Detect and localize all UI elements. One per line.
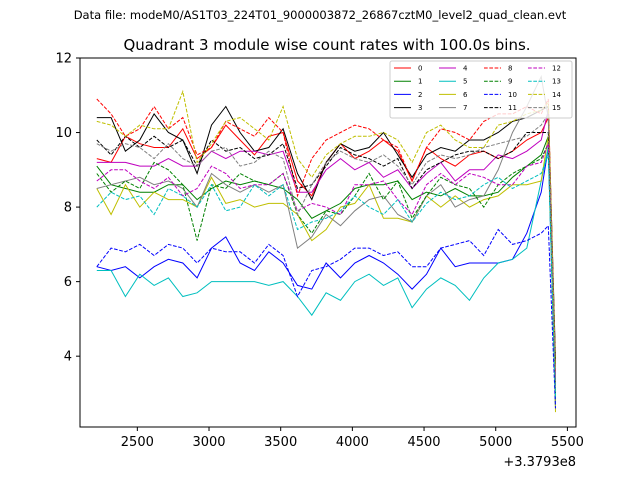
series-line-13	[96, 154, 556, 398]
series-line-6	[96, 136, 556, 413]
series-line-14	[96, 89, 556, 368]
legend-label-14: 14	[552, 91, 561, 99]
series-line-12	[96, 143, 556, 390]
x-tick-label: 2500	[121, 435, 154, 450]
legend-label-13: 13	[552, 78, 561, 86]
legend-label-8: 8	[508, 65, 512, 73]
legend-label-2: 2	[418, 91, 422, 99]
series-line-5	[96, 147, 556, 409]
x-tick-label: 5000	[479, 435, 512, 450]
x-tick-label: 5500	[551, 435, 584, 450]
legend-label-1: 1	[418, 78, 422, 86]
series-line-15	[96, 112, 556, 379]
legend-label-5: 5	[463, 78, 467, 86]
legend-label-3: 3	[418, 104, 422, 112]
legend-label-7: 7	[463, 104, 467, 112]
axes-frame	[79, 57, 577, 428]
series-line-4	[96, 110, 556, 379]
legend-label-9: 9	[508, 78, 512, 86]
legend-label-11: 11	[508, 104, 517, 112]
series-line-9	[96, 143, 556, 394]
x-tick-label: 4500	[407, 435, 440, 450]
legend-label-6: 6	[463, 91, 468, 99]
series-line-8	[96, 98, 556, 372]
legend-box	[389, 60, 573, 119]
series-line-10	[96, 224, 556, 409]
chart-title: Quadrant 3 module wise count rates with …	[123, 36, 530, 54]
series-line-3	[96, 105, 556, 360]
x-axis-offset-label: +3.3793e8	[503, 455, 576, 470]
legend-label-12: 12	[552, 65, 561, 73]
legend-label-0: 0	[418, 65, 422, 73]
y-tick-label: 6	[64, 275, 72, 290]
series-line-0	[96, 117, 556, 383]
x-tick-label: 3500	[264, 435, 297, 450]
legend-label-15: 15	[552, 104, 561, 112]
y-tick-label: 4	[64, 350, 72, 365]
series-line-2	[96, 147, 556, 405]
y-tick-label: 8	[64, 201, 72, 216]
y-tick-label: 10	[55, 126, 72, 141]
legend-label-4: 4	[463, 65, 468, 73]
series-line-1	[96, 136, 556, 401]
y-tick-label: 12	[55, 52, 72, 67]
legend-label-10: 10	[508, 91, 517, 99]
plot-area	[96, 74, 556, 413]
series-line-7	[96, 74, 556, 387]
suptitle: Data file: modeM0/AS1T03_224T01_90000038…	[73, 8, 567, 22]
x-tick-label: 4000	[336, 435, 369, 450]
x-tick-label: 3000	[192, 435, 225, 450]
